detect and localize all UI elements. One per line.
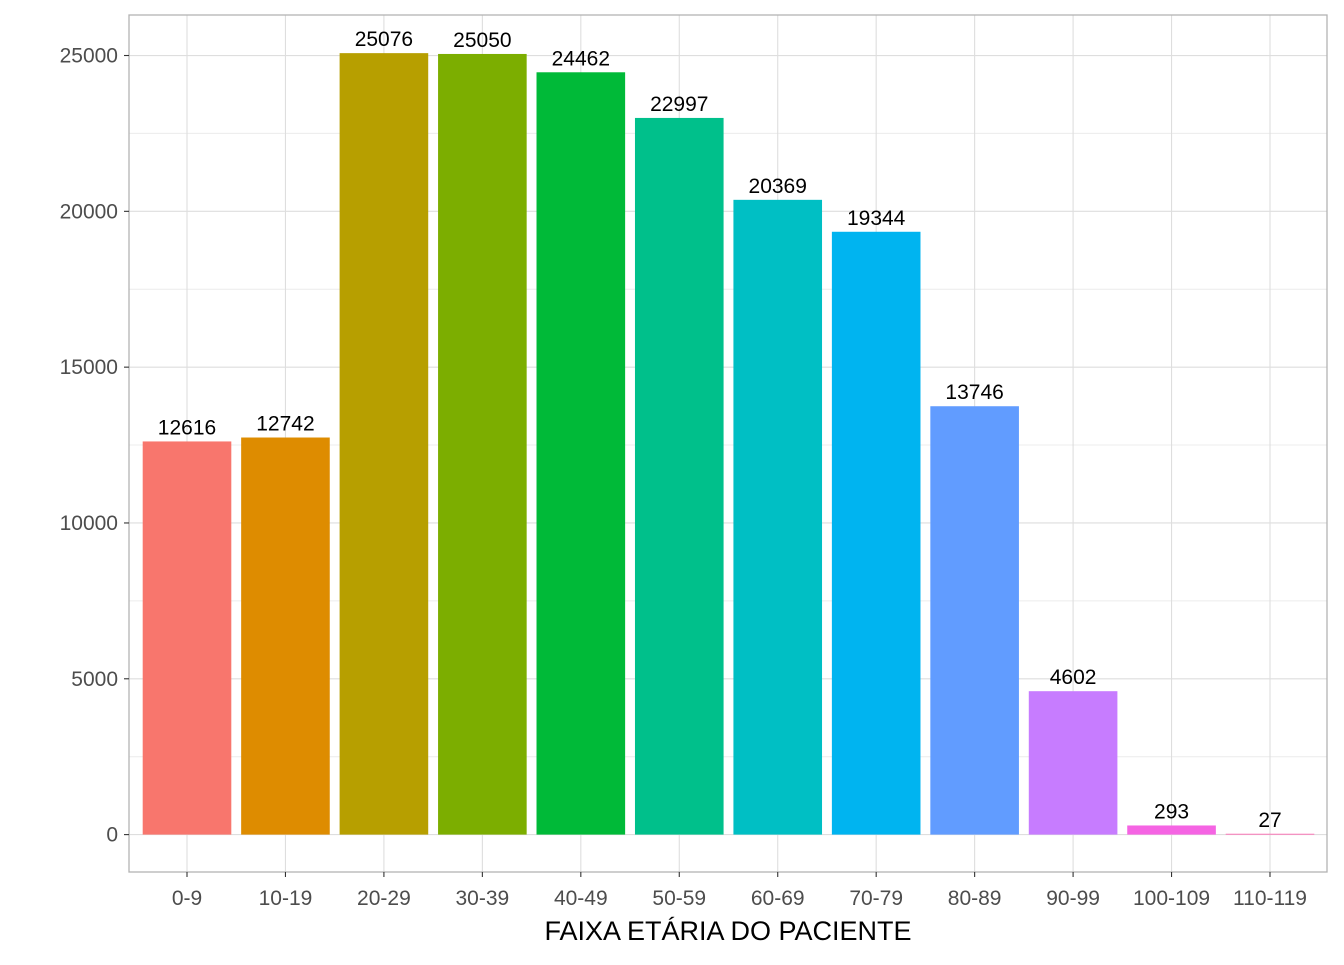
x-tick-label: 50-59 [652, 887, 706, 910]
data-labels: 12616 12742 25076 25050 24462 22997 20369 19344… [158, 28, 1282, 832]
data-label-50-59: 22997 [650, 93, 708, 116]
data-label-80-89: 13746 [945, 381, 1003, 404]
bars [142, 53, 1315, 835]
y-tick-label: 25000 [60, 45, 118, 68]
y-tick-label: 0 [106, 824, 118, 847]
x-tick-label: 110-119 [1233, 887, 1307, 910]
data-label-110-119: 27 [1258, 809, 1281, 832]
y-axis: 0 5000 10000 15000 20000 25000 [60, 45, 129, 847]
bar-110-119 [1225, 833, 1315, 835]
data-label-70-79: 19344 [847, 207, 906, 230]
x-tick-label: 10-19 [259, 887, 313, 910]
x-tick-label: 90-99 [1046, 887, 1100, 910]
data-label-0-9: 12616 [158, 416, 216, 439]
x-tick-label: 0-9 [172, 887, 202, 910]
x-tick-label: 20-29 [357, 887, 411, 910]
x-tick-label: 100-109 [1133, 887, 1210, 910]
bar-80-89 [930, 406, 1019, 835]
bar-0-9 [142, 441, 232, 835]
data-label-40-49: 24462 [552, 47, 610, 70]
y-tick-label: 10000 [60, 512, 118, 535]
panel-border [128, 14, 1328, 873]
bar-30-39 [438, 53, 527, 835]
y-tick-label: 5000 [71, 668, 118, 691]
bar-60-69 [733, 199, 823, 835]
x-axis: 0-9 10-19 20-29 30-39 40-49 50-59 60-69 70-79 80… [172, 872, 1307, 910]
data-label-20-29: 25076 [355, 28, 413, 51]
y-tick-label: 20000 [60, 200, 118, 223]
x-tick-label: 70-79 [849, 887, 903, 910]
data-label-90-99: 4602 [1050, 666, 1097, 689]
bar-100-109 [1127, 825, 1216, 835]
data-label-30-39: 25050 [453, 29, 511, 52]
bar-50-59 [634, 117, 724, 835]
data-label-100-109: 293 [1154, 800, 1189, 823]
data-label-10-19: 12742 [256, 413, 314, 436]
bar-20-29 [339, 53, 429, 835]
bar-40-49 [536, 72, 626, 835]
bar-10-19 [241, 437, 330, 835]
bar-70-79 [831, 231, 921, 835]
x-tick-label: 30-39 [456, 887, 510, 910]
x-tick-label: 40-49 [554, 887, 608, 910]
x-axis-title: FAIXA ETÁRIA DO PACIENTE [544, 916, 911, 946]
bar-90-99 [1028, 691, 1118, 835]
x-tick-label: 60-69 [751, 887, 805, 910]
data-label-60-69: 20369 [749, 175, 807, 198]
y-tick-label: 15000 [60, 356, 118, 379]
x-tick-label: 80-89 [948, 887, 1002, 910]
